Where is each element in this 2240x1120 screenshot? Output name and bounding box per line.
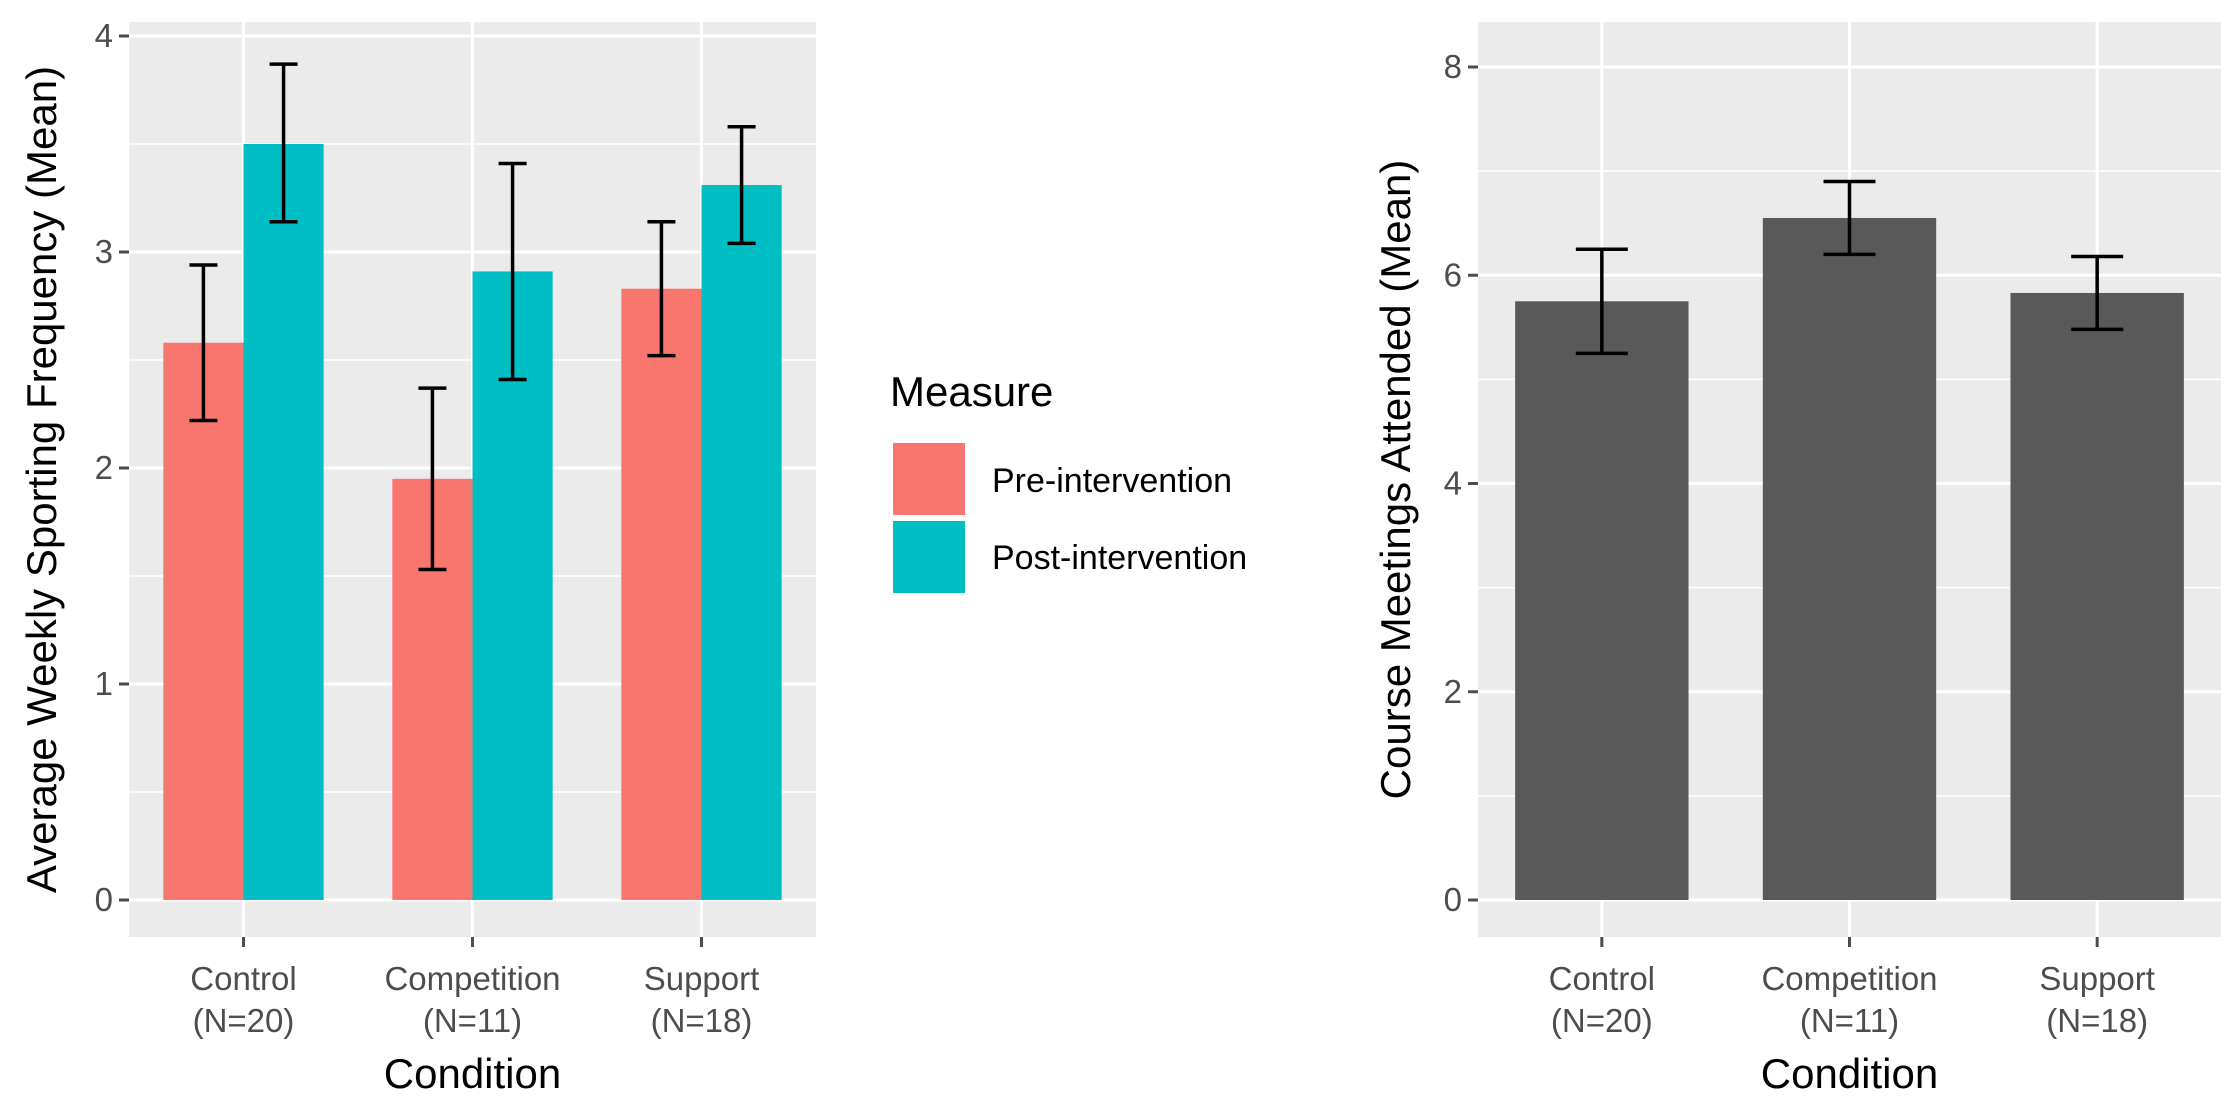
y-tick-label: 0 bbox=[1444, 881, 1462, 918]
y-tick-label: 0 bbox=[95, 881, 113, 918]
right-chart: 0 2 4 6 8 Control (N=20) Competition (N=11) Suppo… bbox=[1372, 22, 2221, 1097]
y-tick-label: 3 bbox=[95, 233, 113, 270]
x-tick-label: Competition bbox=[1761, 960, 1937, 997]
bar bbox=[1515, 301, 1689, 900]
bar bbox=[1762, 217, 1937, 900]
bar bbox=[243, 144, 324, 900]
x-tick-label: (N=11) bbox=[423, 1002, 522, 1039]
y-tick-label: 6 bbox=[1444, 256, 1462, 293]
x-tick-label: Support bbox=[644, 960, 760, 997]
x-tick-label: (N=11) bbox=[1800, 1002, 1899, 1039]
x-tick-label: Control bbox=[1549, 960, 1655, 997]
y-tick-label: 4 bbox=[95, 17, 113, 54]
x-tick-label: Control bbox=[190, 960, 296, 997]
bar bbox=[2010, 292, 2184, 900]
legend-label-pre-intervention: Pre-intervention bbox=[992, 462, 1232, 500]
y-axis-title: Course Meetings Attended (Mean) bbox=[1372, 160, 1419, 800]
x-tick-label: Competition bbox=[384, 960, 560, 997]
legend-swatch-post-intervention bbox=[893, 521, 965, 593]
legend-title: Measure bbox=[890, 368, 1053, 415]
y-axis-title: Average Weekly Sporting Frequency (Mean) bbox=[18, 66, 65, 893]
bar bbox=[621, 288, 702, 901]
x-tick-label: (N=18) bbox=[651, 1002, 753, 1039]
legend: Measure Pre-intervention Post-interventi… bbox=[890, 368, 1247, 596]
x-axis-title: Condition bbox=[384, 1050, 561, 1097]
y-tick-label: 2 bbox=[1444, 673, 1462, 710]
x-tick-label: (N=20) bbox=[1551, 1002, 1653, 1039]
x-tick-label: (N=20) bbox=[193, 1002, 295, 1039]
bar bbox=[701, 185, 782, 901]
x-tick-label: Support bbox=[2039, 960, 2155, 997]
legend-swatch-pre-intervention bbox=[893, 443, 965, 515]
legend-label-post-intervention: Post-intervention bbox=[992, 539, 1247, 577]
y-tick-label: 4 bbox=[1444, 465, 1462, 502]
y-tick-label: 2 bbox=[95, 449, 113, 486]
bar bbox=[163, 342, 244, 901]
x-tick-label: (N=18) bbox=[2046, 1002, 2148, 1039]
y-tick-label: 1 bbox=[95, 665, 113, 702]
y-tick-label: 8 bbox=[1444, 48, 1462, 85]
left-chart: 0 1 2 3 4 Control (N=20) Competition (N=11) Suppo… bbox=[18, 17, 816, 1097]
x-axis-title: Condition bbox=[1761, 1050, 1938, 1097]
